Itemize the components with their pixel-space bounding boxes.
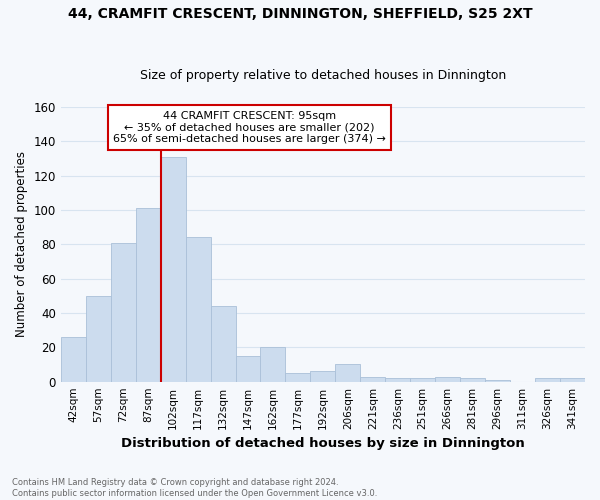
Bar bbox=[211, 306, 236, 382]
Bar bbox=[161, 156, 185, 382]
Bar bbox=[535, 378, 560, 382]
Bar bbox=[86, 296, 111, 382]
Bar bbox=[310, 372, 335, 382]
Bar bbox=[410, 378, 435, 382]
Bar bbox=[185, 238, 211, 382]
Bar bbox=[485, 380, 510, 382]
Text: Contains HM Land Registry data © Crown copyright and database right 2024.
Contai: Contains HM Land Registry data © Crown c… bbox=[12, 478, 377, 498]
Bar bbox=[435, 376, 460, 382]
Text: 44 CRAMFIT CRESCENT: 95sqm
← 35% of detached houses are smaller (202)
65% of sem: 44 CRAMFIT CRESCENT: 95sqm ← 35% of deta… bbox=[113, 111, 386, 144]
Bar bbox=[560, 378, 585, 382]
Bar bbox=[260, 348, 286, 382]
Bar bbox=[460, 378, 485, 382]
Bar bbox=[286, 373, 310, 382]
Bar bbox=[361, 376, 385, 382]
Bar bbox=[385, 378, 410, 382]
Bar bbox=[111, 242, 136, 382]
Bar bbox=[335, 364, 361, 382]
Y-axis label: Number of detached properties: Number of detached properties bbox=[15, 151, 28, 337]
X-axis label: Distribution of detached houses by size in Dinnington: Distribution of detached houses by size … bbox=[121, 437, 525, 450]
Text: 44, CRAMFIT CRESCENT, DINNINGTON, SHEFFIELD, S25 2XT: 44, CRAMFIT CRESCENT, DINNINGTON, SHEFFI… bbox=[68, 8, 532, 22]
Bar bbox=[136, 208, 161, 382]
Bar bbox=[61, 337, 86, 382]
Title: Size of property relative to detached houses in Dinnington: Size of property relative to detached ho… bbox=[140, 69, 506, 82]
Bar bbox=[236, 356, 260, 382]
